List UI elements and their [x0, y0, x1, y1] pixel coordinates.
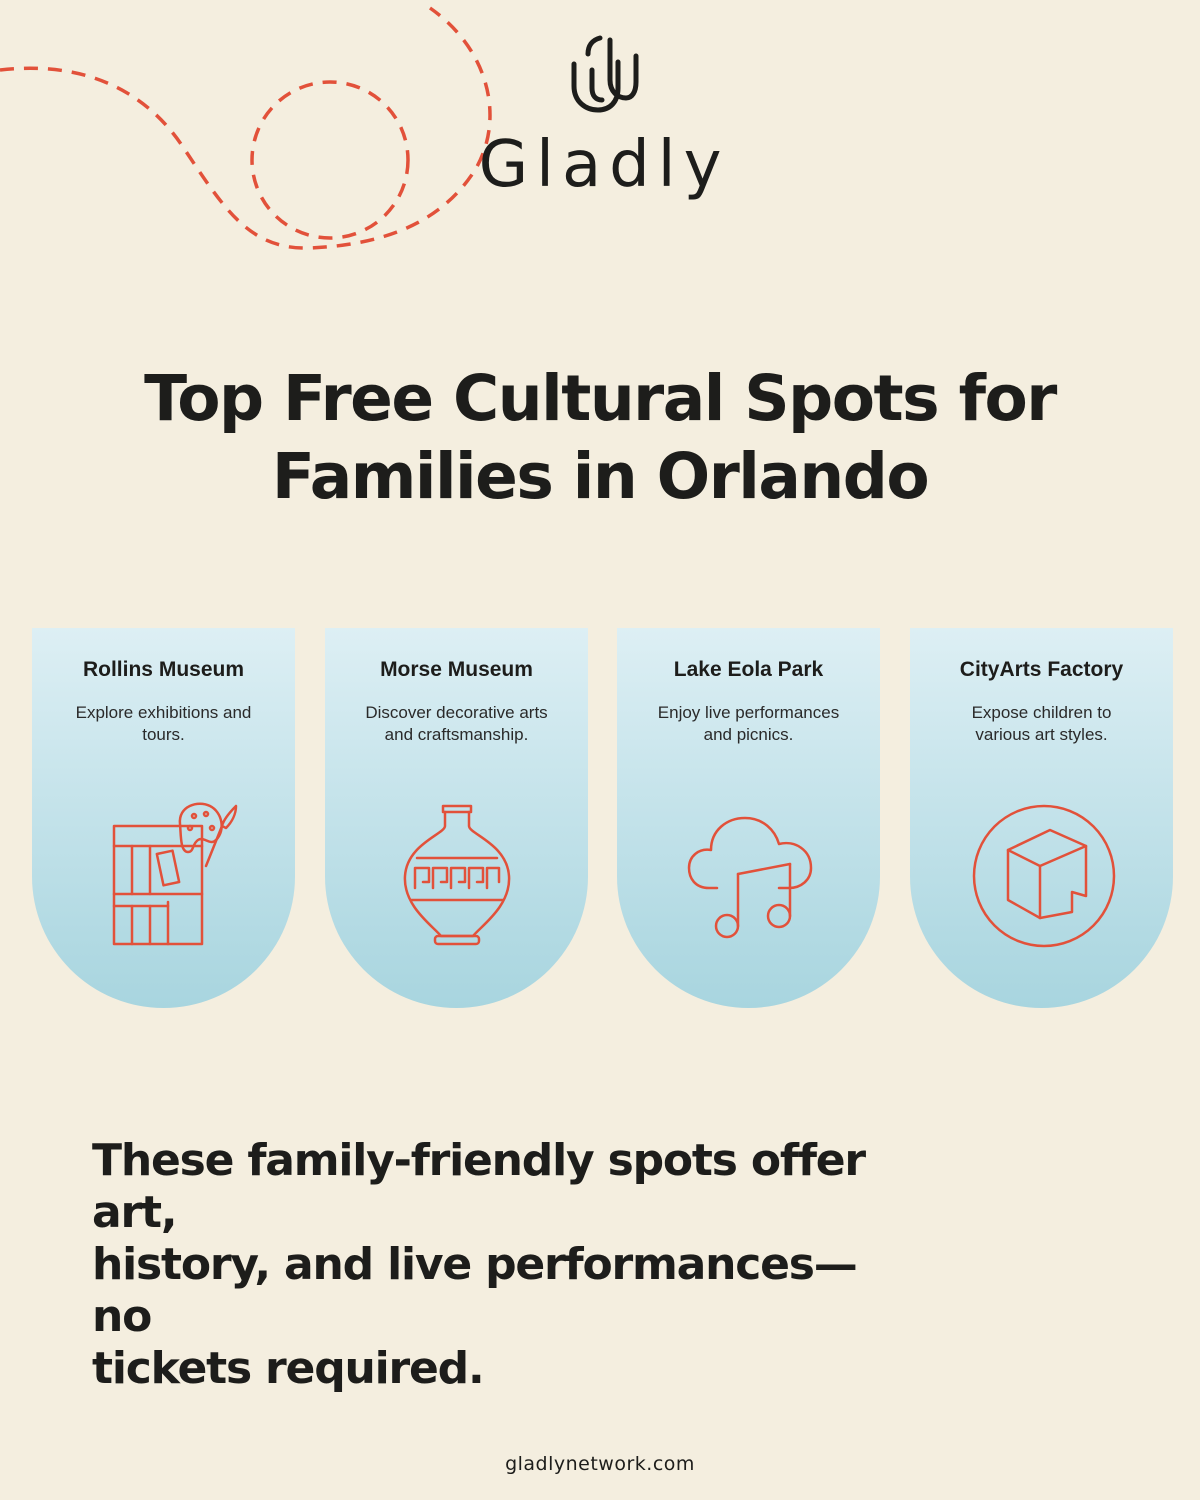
card-rollins-museum: Rollins Museum Explore exhibitions and t…: [32, 628, 295, 1008]
card-description: Enjoy live performances and picnics.: [635, 702, 862, 746]
brand-wordmark: Gladly: [478, 128, 730, 202]
card-description: Explore exhibitions and tours.: [50, 702, 277, 746]
card-description-line-2: tours.: [142, 725, 185, 744]
card-description-line-1: Explore exhibitions and: [75, 703, 252, 722]
card-cityarts-factory: CityArts Factory Expose children to vari…: [910, 628, 1173, 1008]
card-description-line-2: and craftsmanship.: [384, 725, 529, 744]
art-gallery-icon: [112, 802, 237, 946]
summary-text: These family-friendly spots offer art, h…: [92, 1135, 912, 1395]
card-description: Expose children to various art styles.: [928, 702, 1155, 746]
cloud-music-icon: [687, 816, 812, 939]
title-line-1: Top Free Cultural Spots for: [144, 362, 1057, 435]
summary-line-2: history, and live performances—no: [92, 1239, 858, 1342]
card-description-line-1: Discover decorative arts: [365, 703, 548, 722]
card-description: Discover decorative arts and craftsmansh…: [343, 702, 570, 746]
title-line-2: Families in Orlando: [271, 440, 930, 513]
card-description-line-2: various art styles.: [975, 725, 1108, 744]
summary-line-3: tickets required.: [92, 1343, 485, 1394]
card-description-line-2: and picnics.: [703, 725, 794, 744]
summary-line-1: These family-friendly spots offer art,: [92, 1135, 866, 1238]
card-title: Morse Museum: [380, 658, 533, 681]
gladly-logo-icon: [571, 35, 639, 113]
card-title: Rollins Museum: [82, 658, 245, 681]
website-link[interactable]: gladlynetwork.com: [505, 1453, 695, 1475]
card-description-line-1: Enjoy live performances: [657, 703, 840, 722]
cultural-spots-cards: Rollins Museum Explore exhibitions and t…: [32, 628, 1173, 1008]
vase-icon: [403, 804, 510, 946]
card-description-line-1: Expose children to: [971, 703, 1112, 722]
cube-circle-icon: [972, 804, 1115, 948]
card-lake-eola-park: Lake Eola Park Enjoy live performances a…: [617, 628, 880, 1008]
card-title: Lake Eola Park: [673, 658, 824, 681]
card-morse-museum: Morse Museum Discover decorative arts an…: [325, 628, 588, 1008]
card-title: CityArts Factory: [959, 658, 1124, 681]
dashed-swirl-decoration: [0, 6, 492, 250]
page-title: Top Free Cultural Spots for Families in …: [60, 360, 1140, 516]
